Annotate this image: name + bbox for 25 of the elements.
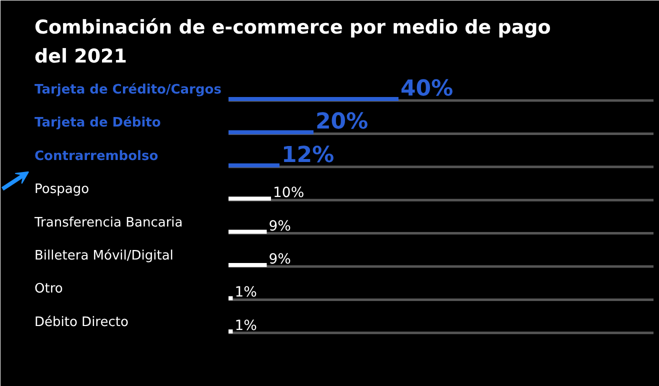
data-label: 12% (282, 142, 334, 168)
data-label: 40% (400, 76, 454, 102)
data-label: 1% (234, 284, 257, 301)
bar (228, 196, 271, 201)
y-tick-label: Tarjeta de Débito (34, 116, 161, 131)
data-label: 9% (268, 252, 291, 268)
y-tick-label: Tarjeta de Crédito/Cargos (34, 82, 222, 98)
bar (228, 263, 267, 267)
data-label: 20% (316, 110, 368, 135)
y-tick-label: Billetera Móvil/Digital (34, 248, 174, 264)
bar (228, 329, 233, 334)
y-tick-label: Otro (34, 282, 63, 297)
data-label: 1% (234, 318, 257, 334)
bar (228, 296, 233, 300)
chart-title: Combinación de e-commerce por medio de pago del 2021 (34, 16, 551, 68)
y-tick-label: Pospago (34, 182, 90, 198)
y-tick-label: Contrarrembolso (34, 148, 158, 164)
bar (228, 230, 267, 234)
bar (228, 163, 280, 168)
bar (228, 130, 314, 134)
data-label: 9% (268, 218, 291, 234)
y-tick-label: Débito Directo (34, 314, 128, 330)
bar (228, 97, 398, 101)
data-label: 10% (273, 185, 304, 202)
y-tick-label: Transferencia Bancaria (34, 215, 183, 230)
